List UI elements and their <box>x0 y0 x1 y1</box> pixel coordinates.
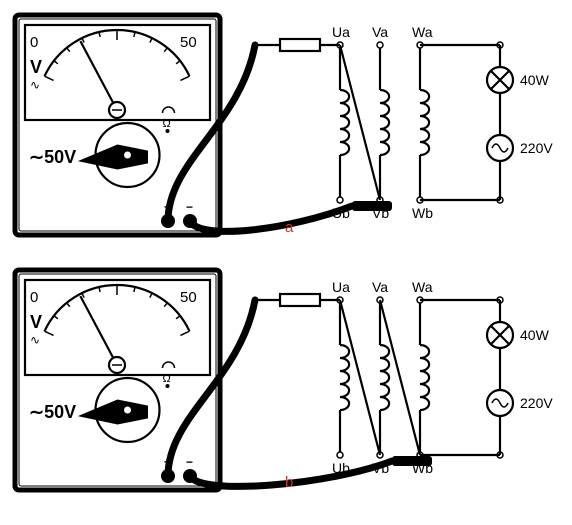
unit-v: V <box>30 57 42 77</box>
unit-wave: ∿ <box>30 78 40 92</box>
probe-tip <box>392 456 432 466</box>
scale-max: 50 <box>180 289 197 306</box>
terminal-Va: Va <box>372 279 388 295</box>
probe-tip <box>352 201 392 211</box>
terminal-Wa: Wa <box>412 279 433 295</box>
series-resistor <box>280 39 320 51</box>
diagram-canvas: 050V∿Ω∼50V+−UaVaWaUbVbWb40W220Va050V∿Ω∼5… <box>10 10 562 515</box>
terminal-Ua: Ua <box>332 24 350 40</box>
panel-label: a <box>285 219 294 236</box>
scale-max: 50 <box>180 34 197 51</box>
lamp-power-label: 40W <box>520 327 550 343</box>
source-voltage-label: 220V <box>520 395 553 411</box>
ohm-label: Ω <box>163 373 171 385</box>
ohm-label: Ω <box>163 118 171 130</box>
lamp-power-label: 40W <box>520 72 550 88</box>
terminal-Ua: Ua <box>332 279 350 295</box>
scale-min: 0 <box>30 289 38 306</box>
panel-a: 050V∿Ω∼50V+−UaVaWaUbVbWb40W220Va <box>15 15 553 236</box>
minus-label: − <box>186 200 193 214</box>
scale-min: 0 <box>30 34 38 51</box>
unit-v: V <box>30 312 42 332</box>
panel-b: 050V∿Ω∼50V+−UaVaWaUbVbWb40W220Vb <box>15 270 553 491</box>
panel-label: b <box>285 474 293 491</box>
range-label: ∼50V <box>29 402 76 422</box>
terminal-Wb: Wb <box>412 205 433 221</box>
source-voltage-label: 220V <box>520 140 553 156</box>
minus-label: − <box>186 455 193 469</box>
terminal-Va: Va <box>372 24 388 40</box>
series-resistor <box>280 294 320 306</box>
terminal-Wa: Wa <box>412 24 433 40</box>
range-label: ∼50V <box>29 147 76 167</box>
unit-wave: ∿ <box>30 333 40 347</box>
